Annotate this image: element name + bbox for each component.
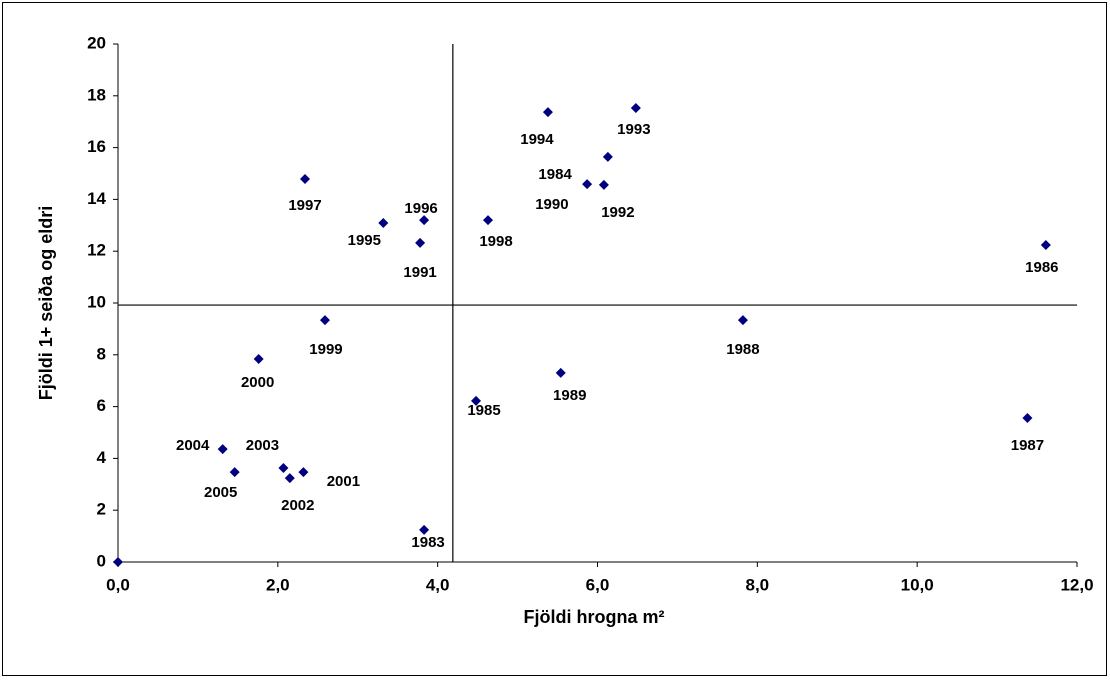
y-tick-label: 18 bbox=[87, 85, 106, 104]
point bbox=[542, 107, 553, 118]
point-label: 1987 bbox=[1011, 437, 1044, 454]
point-label: 1998 bbox=[479, 233, 512, 250]
point-label: 1991 bbox=[403, 264, 436, 281]
point-label: 1995 bbox=[348, 232, 381, 249]
point-label: 1990 bbox=[535, 196, 568, 213]
y-tick-label: 12 bbox=[87, 241, 106, 260]
y-tick-label: 8 bbox=[97, 344, 106, 363]
y-tick-label: 16 bbox=[87, 137, 106, 156]
x-tick-label: 8,0 bbox=[746, 575, 770, 594]
point-label: 1988 bbox=[726, 341, 759, 358]
x-tick-label: 0,0 bbox=[106, 575, 130, 594]
x-tick-label: 2,0 bbox=[266, 575, 290, 594]
point-label: 1986 bbox=[1025, 259, 1058, 276]
x-tick-label: 4,0 bbox=[426, 575, 450, 594]
point bbox=[602, 151, 613, 162]
point bbox=[1022, 412, 1033, 423]
point bbox=[582, 179, 593, 190]
point-label: 2002 bbox=[281, 497, 314, 514]
point bbox=[483, 215, 494, 226]
point bbox=[555, 367, 566, 378]
y-tick-label: 20 bbox=[87, 33, 106, 52]
point-label: 1999 bbox=[309, 341, 342, 358]
point bbox=[229, 467, 240, 478]
point-label: 2000 bbox=[241, 374, 274, 391]
point bbox=[113, 557, 123, 567]
point bbox=[1040, 239, 1051, 250]
point bbox=[284, 473, 295, 484]
point-label: 2001 bbox=[327, 473, 360, 490]
y-tick-label: 0 bbox=[97, 551, 106, 570]
point-label: 1984 bbox=[538, 166, 572, 183]
point-label: 1985 bbox=[467, 402, 500, 419]
x-tick-label: 12,0 bbox=[1060, 575, 1093, 594]
point bbox=[471, 395, 482, 406]
point bbox=[737, 315, 748, 326]
point-label: 1992 bbox=[601, 204, 634, 221]
point bbox=[319, 315, 330, 326]
x-axis-label: Fjöldi hrogna m² bbox=[524, 607, 665, 627]
point-label: 1989 bbox=[553, 387, 586, 404]
point-label: 1994 bbox=[520, 131, 554, 148]
point-label: 1993 bbox=[617, 121, 650, 138]
point bbox=[378, 217, 389, 228]
point-label: 2005 bbox=[204, 484, 237, 501]
point bbox=[253, 353, 264, 364]
point bbox=[419, 524, 430, 535]
point-label: 1983 bbox=[411, 534, 444, 551]
y-tick-label: 2 bbox=[97, 500, 106, 519]
point-label: 2004 bbox=[176, 437, 210, 454]
y-axis-label: Fjöldi 1+ seiða og eldri bbox=[36, 206, 56, 401]
point bbox=[300, 173, 311, 184]
y-tick-label: 10 bbox=[87, 292, 106, 311]
point bbox=[419, 215, 430, 226]
point bbox=[278, 462, 289, 473]
y-tick-label: 4 bbox=[97, 448, 107, 467]
y-tick-label: 6 bbox=[97, 396, 106, 415]
y-tick-label: 14 bbox=[87, 189, 106, 208]
x-tick-label: 10,0 bbox=[901, 575, 934, 594]
point-label: 1997 bbox=[288, 197, 321, 214]
point bbox=[298, 467, 309, 478]
point bbox=[415, 237, 426, 248]
point-label: 2003 bbox=[246, 437, 279, 454]
point bbox=[630, 102, 641, 113]
x-tick-label: 6,0 bbox=[586, 575, 610, 594]
point-label: 1996 bbox=[404, 200, 437, 217]
point bbox=[217, 444, 228, 455]
point bbox=[598, 179, 609, 190]
